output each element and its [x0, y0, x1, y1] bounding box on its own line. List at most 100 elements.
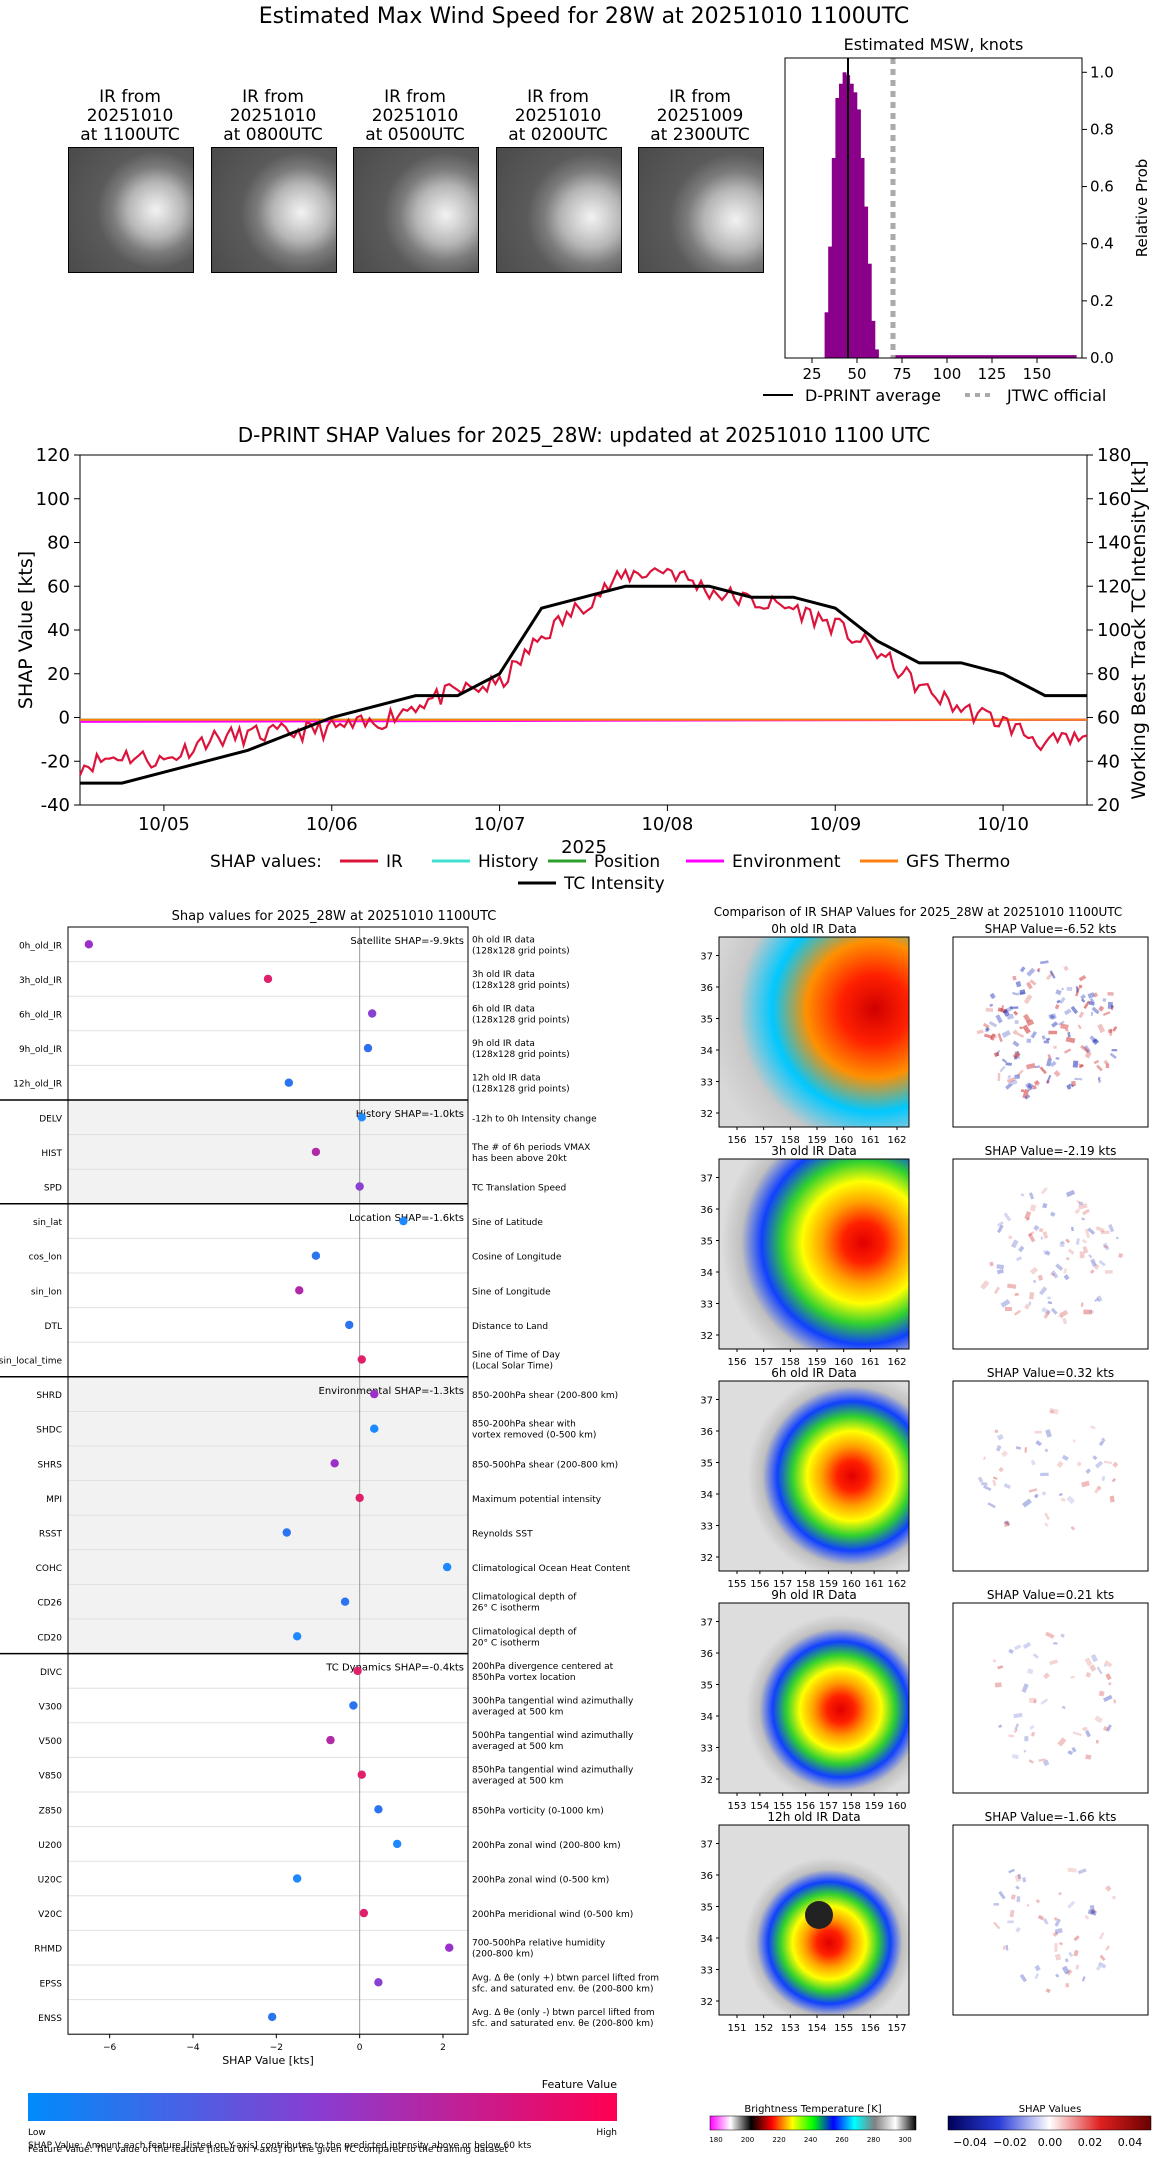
shap-texture-mark — [1012, 975, 1017, 981]
x-tick-label: 50 — [847, 365, 866, 383]
x-tick-label: 160 — [842, 1579, 861, 1590]
shap-texture-mark — [1102, 1725, 1109, 1732]
feature-shap-point — [355, 1493, 364, 1503]
histogram-bar — [867, 263, 872, 358]
shap-texture-mark — [1115, 1236, 1119, 1240]
feature-description: (Local Solar Time) — [472, 1362, 553, 1372]
shap-texture-mark — [1078, 1201, 1083, 1205]
shap-texture-mark — [1021, 1498, 1032, 1508]
feature-description: 200hPa zonal wind (200-800 km) — [472, 1841, 621, 1851]
feature-name: 12h_old_IR — [13, 1080, 62, 1090]
shap-texture-mark — [1077, 1868, 1087, 1875]
ir-thumbnail-image — [638, 147, 764, 273]
shap-texture-mark — [1026, 1063, 1036, 1070]
shap-texture-mark — [1013, 1055, 1017, 1060]
shap-texture-mark — [996, 1268, 1004, 1275]
histogram-bar — [824, 312, 829, 358]
shap-texture-mark — [1066, 1495, 1075, 1505]
shap-texture-mark — [1051, 1021, 1059, 1028]
y-tick-label: 36 — [700, 1205, 713, 1216]
feature-shap-point — [292, 1632, 302, 1641]
feature-shap-point — [357, 1113, 366, 1122]
shap-texture-mark — [1046, 1074, 1052, 1084]
shap-texture-mark — [980, 1280, 990, 1290]
shap-texture-mark — [1061, 1454, 1069, 1461]
shap-texture-mark — [1056, 1460, 1064, 1468]
feature-description: 26° C isotherm — [472, 1604, 540, 1614]
shap-texture-mark — [1100, 1230, 1110, 1235]
shap-texture-mark — [1055, 989, 1062, 996]
histogram-tail-bar — [893, 355, 1077, 358]
feature-name: RHMD — [34, 1945, 62, 1955]
x-tick-label: 10/06 — [306, 814, 358, 835]
shap-texture-mark — [1066, 1968, 1073, 1976]
shap-texture-mark — [1084, 1657, 1093, 1667]
shap-texture-mark — [1047, 1301, 1053, 1305]
shap-texture-mark — [1039, 1066, 1047, 1075]
y-tick-label: 1.0 — [1090, 63, 1114, 81]
shap-texture-mark — [993, 1051, 1000, 1058]
shap-texture-mark — [992, 1479, 997, 1487]
shap-texture-mark — [1002, 1945, 1006, 1950]
shap-texture-mark — [1090, 1653, 1098, 1663]
shap-texture-mark — [1049, 1408, 1059, 1415]
feature-shap-point — [311, 1147, 321, 1157]
y-tick-label: 34 — [700, 1046, 713, 1057]
feature-description: 0h old IR data — [472, 935, 535, 945]
shap-texture-mark — [1010, 1239, 1019, 1249]
y-right-tick-label: 20 — [1097, 795, 1120, 816]
x-tick-label: 10/07 — [474, 814, 526, 835]
shap-texture-mark — [1052, 1931, 1059, 1937]
shap-texture-mark — [1080, 1302, 1084, 1307]
shap-texture-mark — [1043, 1672, 1050, 1680]
shap-texture-mark — [1112, 1461, 1119, 1468]
shap-texture-mark — [1111, 1478, 1116, 1483]
y-tick-label: 37 — [700, 1174, 713, 1185]
x-tick-label: 2 — [440, 2043, 446, 2053]
shap-texture-mark — [1085, 1671, 1092, 1678]
shap-texture-mark — [1055, 1057, 1060, 1060]
x-tick-label: 161 — [861, 1135, 880, 1146]
feature-name: SHRD — [36, 1391, 62, 1401]
shap-texture-mark — [1079, 1251, 1085, 1259]
shap-texture-mark — [997, 1073, 1001, 1081]
shap-texture-mark — [1048, 1013, 1054, 1020]
shap-texture-mark — [1105, 1673, 1112, 1681]
ir-panel-title: 12h old IR Data — [767, 1810, 860, 1824]
shap-texture-mark — [1078, 984, 1083, 989]
y-tick-label: 0.4 — [1090, 235, 1114, 253]
shap-texture-mark — [1046, 1058, 1052, 1067]
ir-thumbnail-image — [353, 147, 479, 273]
y-tick-label: 120 — [36, 445, 70, 466]
shap-texture-mark — [1076, 1238, 1080, 1245]
thumbnail-caption-line: IR from — [99, 87, 161, 107]
feature-name: ENSS — [38, 2014, 62, 2024]
shap-texture-mark — [1012, 1051, 1021, 1060]
thumbnail-caption-line: at 1100UTC — [80, 125, 180, 145]
y-right-tick-label: 40 — [1097, 751, 1120, 772]
y-tick-label: 37 — [700, 1840, 713, 1851]
shap-texture-mark — [1042, 1917, 1049, 1925]
shap-texture-mark — [1015, 1446, 1022, 1450]
y-tick-label: 0 — [59, 708, 70, 729]
shap-texture-mark — [1087, 992, 1095, 999]
x-tick-label: 10/10 — [977, 814, 1029, 835]
shap-texture-mark — [1091, 1006, 1100, 1015]
shap-texture-mark — [1038, 1758, 1046, 1762]
shap-texture-mark — [1098, 1260, 1106, 1267]
shap-texture-mark — [1061, 1965, 1070, 1975]
shap-texture-mark — [1040, 1187, 1048, 1195]
shap-texture-mark — [1081, 1976, 1086, 1982]
feature-shap-point — [330, 1459, 339, 1468]
thumbnail-caption: IR from 20251010 at 0800UTC — [193, 88, 353, 145]
x-tick-label: −4 — [186, 2043, 200, 2053]
thumbnail-caption-line: at 0800UTC — [223, 125, 323, 145]
y-tick-label: 32 — [700, 1775, 713, 1786]
y-tick-label: 37 — [700, 1618, 713, 1629]
shap-texture-mark — [1075, 986, 1079, 993]
group-shap-label: History SHAP=-1.0kts — [356, 1109, 464, 1120]
shap-texture-mark — [1064, 1028, 1069, 1033]
ir-panel-title: 6h old IR Data — [771, 1366, 857, 1380]
shap-texture-mark — [1054, 1918, 1061, 1927]
shap-texture-mark — [1081, 1217, 1086, 1221]
